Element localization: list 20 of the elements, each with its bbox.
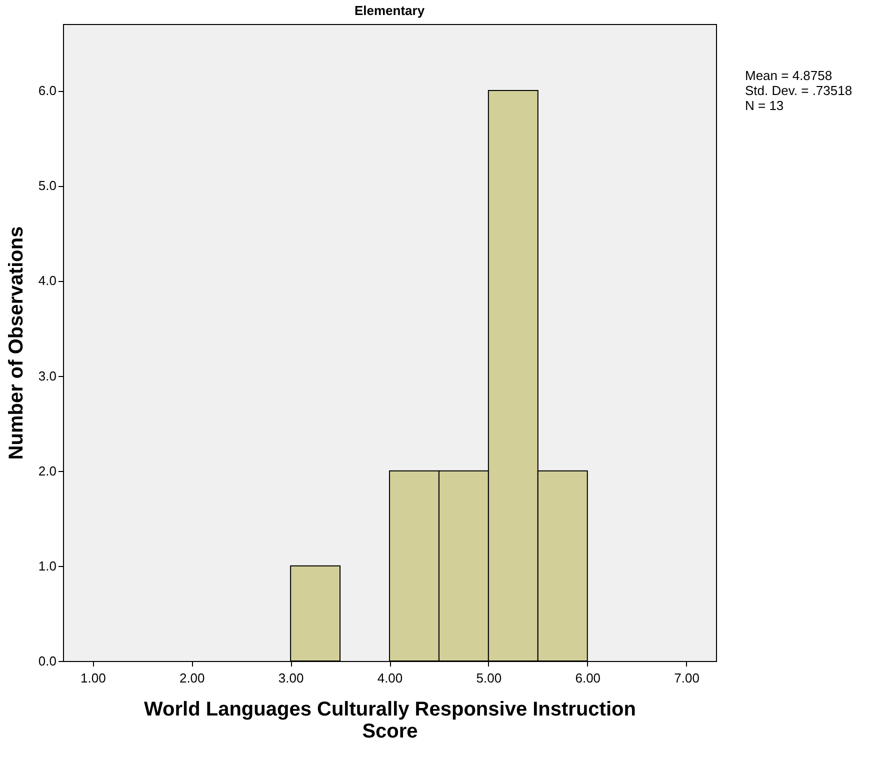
chart-title: Elementary [354,3,426,18]
x-tick-label: 3.00 [278,670,304,686]
y-tick-label: 4.0 [38,273,56,288]
x-tick-label: 6.00 [575,670,601,686]
y-tick-label: 3.0 [38,368,56,384]
x-tick-label: 5.00 [476,670,502,686]
y-tick-label: 5.0 [38,178,56,194]
y-tick-label: 1.0 [38,558,56,574]
text: N = 13 [745,98,785,113]
y-axis-title: Number of Observations [5,226,28,460]
text: Mean = 4.8758 [745,68,834,83]
x-tick-label: 1.00 [80,670,106,686]
y-tick-label: 0.0 [38,654,56,668]
x-tick-label: 2.00 [179,670,205,686]
x-axis-title: World Languages Culturally Responsive Instruction Score [144,698,636,742]
text: Std. Dev. = .73518 [745,83,852,98]
x-tick-label: 7.00 [674,670,700,686]
y-tick-label: 6.0 [38,83,56,98]
y-tick-label: 2.0 [38,463,56,478]
x-tick-label: 4.00 [377,670,403,686]
